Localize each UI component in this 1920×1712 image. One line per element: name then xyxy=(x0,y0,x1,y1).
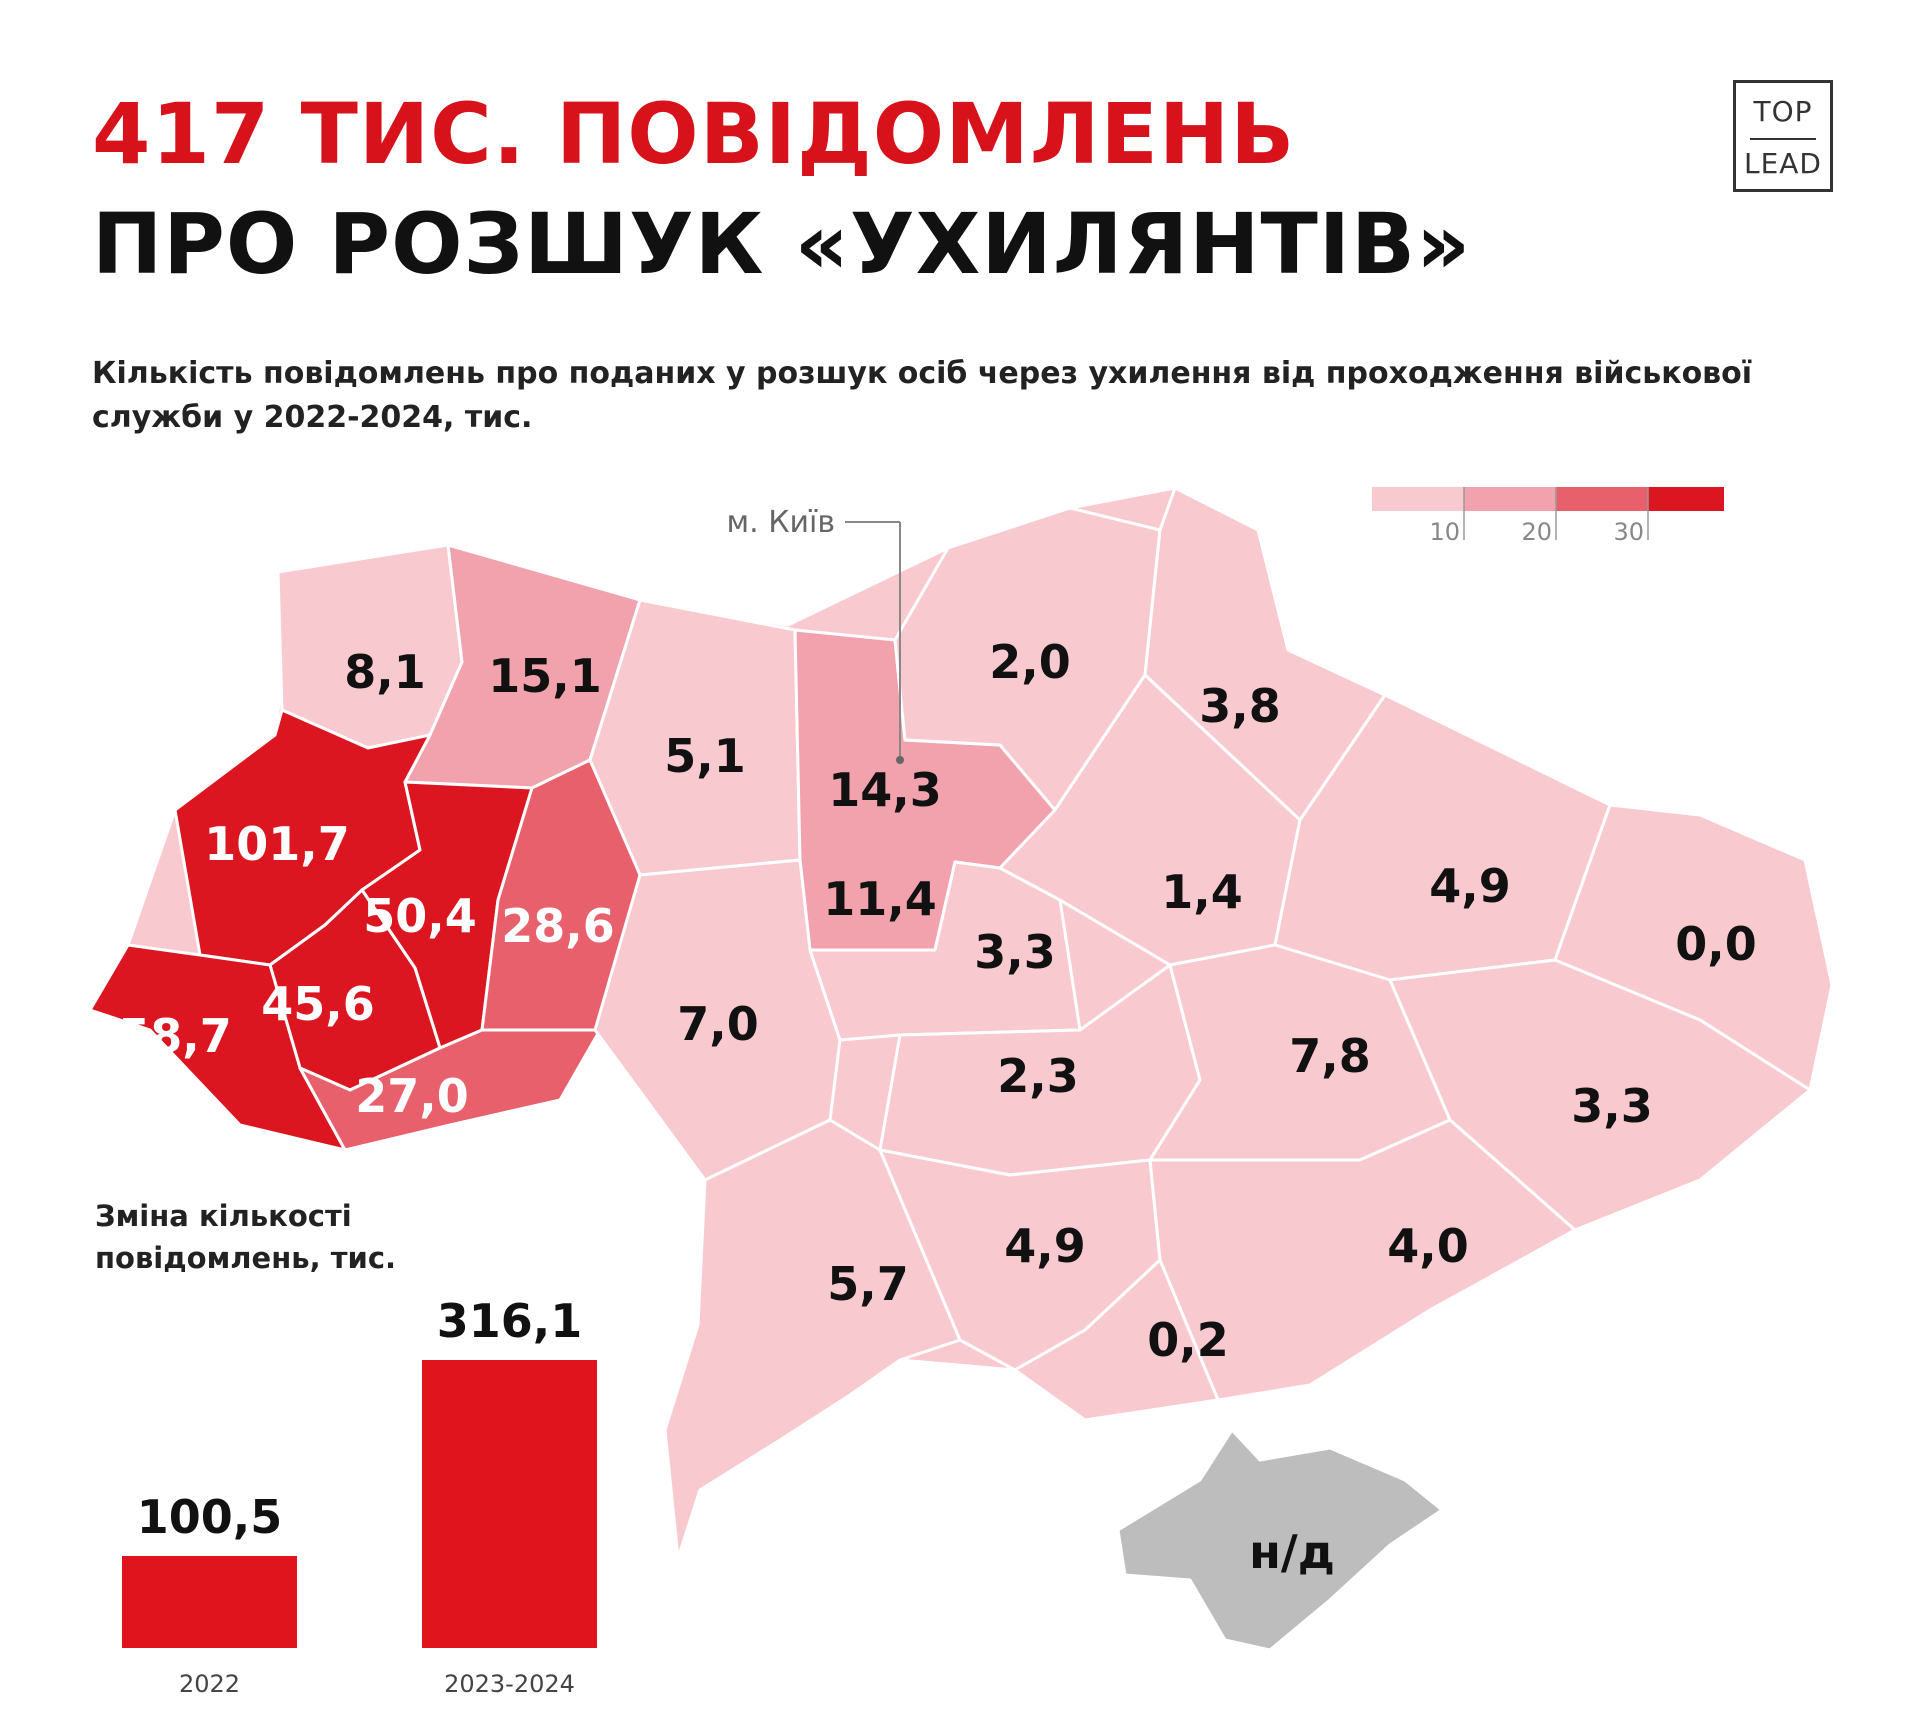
region-value: 0,0 xyxy=(1675,917,1757,971)
region-value: 3,3 xyxy=(1571,1079,1653,1133)
legend-tick-label-2: 20 xyxy=(1521,518,1552,546)
bar-year-label: 2022 xyxy=(178,1670,241,1698)
bar-chart-heading: Зміна кількості повідомлень, тис. xyxy=(95,1199,397,1275)
bar-value-label: 316,1 xyxy=(436,1294,583,1348)
title-line-1: 417 ТИС. ПОВІДОМЛЕНЬ xyxy=(92,85,1296,183)
region-value: 2,0 xyxy=(989,635,1071,689)
region-value: 3,8 xyxy=(1199,679,1281,733)
region-value: 11,4 xyxy=(823,872,937,926)
bar-2022 xyxy=(122,1556,297,1648)
logo-text-lead: LEAD xyxy=(1743,147,1822,180)
region-value: 3,3 xyxy=(974,925,1056,979)
legend-swatch-3 xyxy=(1556,487,1648,511)
legend-tick-label-1: 10 xyxy=(1429,518,1460,546)
region-value: 2,3 xyxy=(997,1049,1079,1103)
region-shape-5-7 xyxy=(663,1118,962,1560)
region-value: 50,4 xyxy=(363,889,477,943)
region-value: 4,9 xyxy=(1004,1219,1086,1273)
region-value: 8,1 xyxy=(344,645,426,699)
region-shape-crimea xyxy=(1116,1428,1444,1652)
region-value: 45,6 xyxy=(261,977,375,1031)
top-lead-logo: TOP LEAD xyxy=(1733,80,1833,192)
kyiv-city-marker xyxy=(896,756,904,764)
legend-swatch-4 xyxy=(1648,487,1724,511)
region-shape-0-2 xyxy=(1013,1258,1220,1422)
region-value: 14,3 xyxy=(828,763,942,817)
region-value: 5,7 xyxy=(827,1257,909,1311)
legend-swatch-2 xyxy=(1464,487,1556,511)
logo-divider xyxy=(1750,138,1816,140)
region-value: 58,7 xyxy=(118,1009,232,1063)
region-value: 101,7 xyxy=(204,817,350,871)
legend-tick-label-3: 30 xyxy=(1613,518,1644,546)
map-subtitle: Кількість повідомлень про поданих у розш… xyxy=(92,356,1753,435)
region-value: 28,6 xyxy=(501,899,615,953)
region-shape-7-0 xyxy=(593,858,842,1182)
region-value: 1,4 xyxy=(1161,865,1243,919)
bar-value-label: 100,5 xyxy=(136,1490,283,1544)
bar-2023-2024 xyxy=(422,1360,597,1648)
region-value: 5,1 xyxy=(664,729,746,783)
region-value: 7,0 xyxy=(677,997,759,1051)
kyiv-city-label: м. Київ xyxy=(726,505,835,540)
region-value: 7,8 xyxy=(1289,1029,1371,1083)
logo-text-top: TOP xyxy=(1753,95,1813,128)
color-legend: 10 20 30 xyxy=(1372,487,1724,546)
region-value: 4,9 xyxy=(1429,859,1511,913)
region-value: н/д xyxy=(1249,1525,1335,1579)
title-line-2: ПРО РОЗШУК «УХИЛЯНТІВ» xyxy=(92,195,1472,293)
region-value: 15,1 xyxy=(488,649,602,703)
legend-swatch-1 xyxy=(1372,487,1464,511)
bar-year-label: 2023-2024 xyxy=(444,1670,575,1698)
region-value: 27,0 xyxy=(355,1069,469,1123)
region-value: 4,0 xyxy=(1387,1219,1469,1273)
region-value: 0,2 xyxy=(1147,1313,1229,1367)
